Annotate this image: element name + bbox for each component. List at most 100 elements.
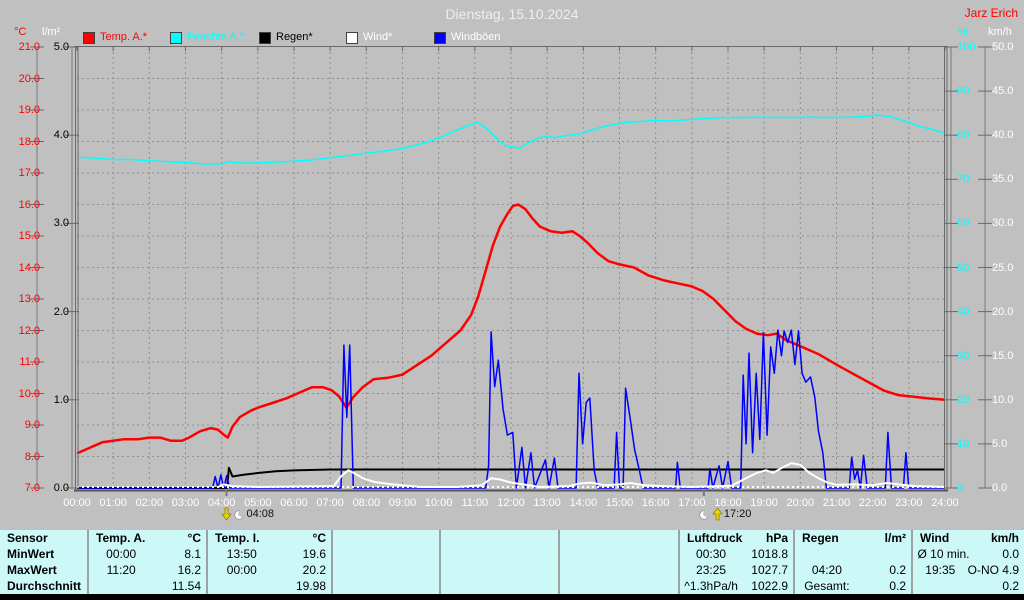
legend-label: Wind* bbox=[363, 31, 393, 43]
x-axis-label: 17:00 bbox=[678, 497, 706, 509]
legend-label: Windböen bbox=[451, 31, 501, 43]
table-header-cell: Luftdruck hPa bbox=[680, 530, 795, 546]
axis-label-temp: 21.0 bbox=[18, 41, 40, 53]
x-axis-label: 02:00 bbox=[135, 497, 164, 509]
cell-value: 0.2 bbox=[889, 578, 906, 593]
table-cell bbox=[441, 562, 560, 578]
bottom-strip bbox=[0, 594, 1024, 600]
axis-label-temp: 17.0 bbox=[18, 167, 40, 179]
table-cell bbox=[795, 546, 913, 562]
axis-label-temp: 20.0 bbox=[18, 72, 40, 85]
axis-label-hum: 100 bbox=[957, 41, 976, 53]
column-unit: °C bbox=[312, 530, 326, 545]
cell-value: 19.6 bbox=[302, 546, 326, 561]
column-name: Regen bbox=[802, 530, 839, 545]
cell-time: 23:25 bbox=[696, 562, 727, 577]
axis-label-rain: 1.0 bbox=[53, 393, 69, 406]
table-cell: ^1.3hPa/h 1022.9 bbox=[680, 578, 795, 594]
cell-value: 1018.8 bbox=[751, 546, 788, 561]
axis-label-temp: 18.0 bbox=[18, 135, 40, 148]
moonset-arrow-icon bbox=[221, 507, 233, 521]
table-cell bbox=[333, 546, 441, 562]
table-cell: 04:20 0.2 bbox=[795, 562, 913, 578]
marker-time: 17:20 bbox=[723, 508, 752, 520]
cell-value: 0.2 bbox=[1002, 578, 1019, 593]
axis-label-wind: 40.0 bbox=[992, 129, 1014, 142]
axis-label-temp: 7.0 bbox=[24, 482, 40, 494]
table-cell bbox=[560, 578, 680, 594]
legend-swatch-icon bbox=[434, 31, 446, 44]
axis-label-temp: 14.0 bbox=[18, 261, 40, 274]
x-axis-label: 20:00 bbox=[786, 497, 815, 509]
cell-time: 13:50 bbox=[226, 546, 257, 561]
legend-item-temp-a-: Temp. A.* bbox=[83, 31, 147, 44]
cell-time: Ø 10 min. bbox=[917, 546, 970, 561]
table-row-label: Sensor bbox=[0, 530, 89, 546]
cell-time: 19:35 bbox=[925, 562, 956, 577]
cell-time: 04:20 bbox=[811, 562, 842, 577]
legend-label: Temp. A.* bbox=[100, 31, 148, 43]
cell-value: 1027.7 bbox=[751, 562, 788, 577]
x-axis-label: 22:00 bbox=[858, 497, 887, 509]
table-cell: 00:00 20.2 bbox=[208, 562, 333, 578]
x-axis-label: 13:00 bbox=[533, 497, 561, 509]
row-label-text: MinWert bbox=[7, 546, 55, 561]
axis-label-rain: 5.0 bbox=[53, 41, 69, 53]
legend-label: Feuchte A.* bbox=[187, 31, 244, 43]
axis-unit-wind: km/h bbox=[988, 26, 1012, 38]
table-cell: 00:00 8.1 bbox=[89, 546, 208, 562]
table-header-cell bbox=[441, 530, 560, 546]
cell-value: 0.2 bbox=[889, 562, 906, 577]
x-axis-label: 04:00 bbox=[207, 497, 236, 509]
x-axis-label: 11:00 bbox=[461, 497, 489, 509]
axis-label-hum: 90 bbox=[957, 85, 970, 98]
x-axis-label: 21:00 bbox=[822, 497, 851, 509]
stats-table: Sensor Temp. A. °C Temp. I. °C Luftdruck hPa Re… bbox=[0, 530, 1024, 594]
axis-label-temp: 13.0 bbox=[18, 293, 40, 305]
axis-label-wind: 30.0 bbox=[992, 217, 1014, 230]
x-axis-label: 24:00 bbox=[931, 497, 959, 509]
table-cell: 00:30 1018.8 bbox=[680, 546, 795, 562]
x-axis-label: 10:00 bbox=[424, 497, 453, 509]
axis-label-hum: 20 bbox=[957, 393, 970, 406]
axis-label-temp: 10.0 bbox=[18, 387, 40, 400]
axis-label-hum: 40 bbox=[957, 305, 970, 318]
axis-label-hum: 60 bbox=[957, 217, 970, 230]
column-name: Wind bbox=[920, 530, 950, 545]
axis-label-temp: 12.0 bbox=[18, 324, 40, 337]
axis-label-hum: 10 bbox=[957, 437, 970, 450]
x-axis-label: 16:00 bbox=[641, 497, 670, 509]
x-axis-label: 23:00 bbox=[895, 497, 923, 509]
cell-value: 0.0 bbox=[1002, 546, 1019, 561]
x-axis-label: 08:00 bbox=[352, 497, 381, 509]
table-cell: Ø 10 min. 0.0 bbox=[913, 546, 1024, 562]
cell-value: 16.2 bbox=[177, 562, 201, 577]
table-cell bbox=[333, 578, 441, 594]
column-name: Luftdruck bbox=[687, 530, 743, 545]
column-name: Temp. A. bbox=[96, 530, 146, 545]
x-axis-label: 14:00 bbox=[569, 497, 598, 509]
table-row-label: MaxWert bbox=[0, 562, 89, 578]
table-cell: 23:25 1027.7 bbox=[680, 562, 795, 578]
legend-swatch-icon bbox=[83, 31, 95, 44]
axis-label-rain: 0.0 bbox=[53, 482, 69, 494]
axis-label-wind: 25.0 bbox=[992, 261, 1014, 274]
legend-item-windböen: Windböen bbox=[434, 31, 501, 44]
axis-unit-rain: l/m² bbox=[42, 26, 61, 38]
series-regen bbox=[77, 466, 945, 489]
cell-time: ^1.3hPa/h bbox=[684, 578, 738, 593]
table-header-cell bbox=[333, 530, 441, 546]
axis-label-rain: 2.0 bbox=[53, 305, 69, 318]
column-unit: hPa bbox=[765, 530, 788, 545]
legend-label: Regen* bbox=[276, 31, 313, 43]
axis-label-temp: 19.0 bbox=[18, 104, 40, 116]
x-axis-label: 06:00 bbox=[280, 497, 308, 509]
table-header-cell: Wind km/h bbox=[913, 530, 1024, 546]
x-axis-label: 12:00 bbox=[497, 497, 525, 509]
x-axis-label: 03:00 bbox=[171, 497, 200, 509]
axis-label-wind: 20.0 bbox=[992, 305, 1014, 318]
series-wind bbox=[217, 462, 946, 488]
table-cell bbox=[333, 562, 441, 578]
legend-item-wind-: Wind* bbox=[346, 31, 392, 44]
table-cell bbox=[441, 546, 560, 562]
